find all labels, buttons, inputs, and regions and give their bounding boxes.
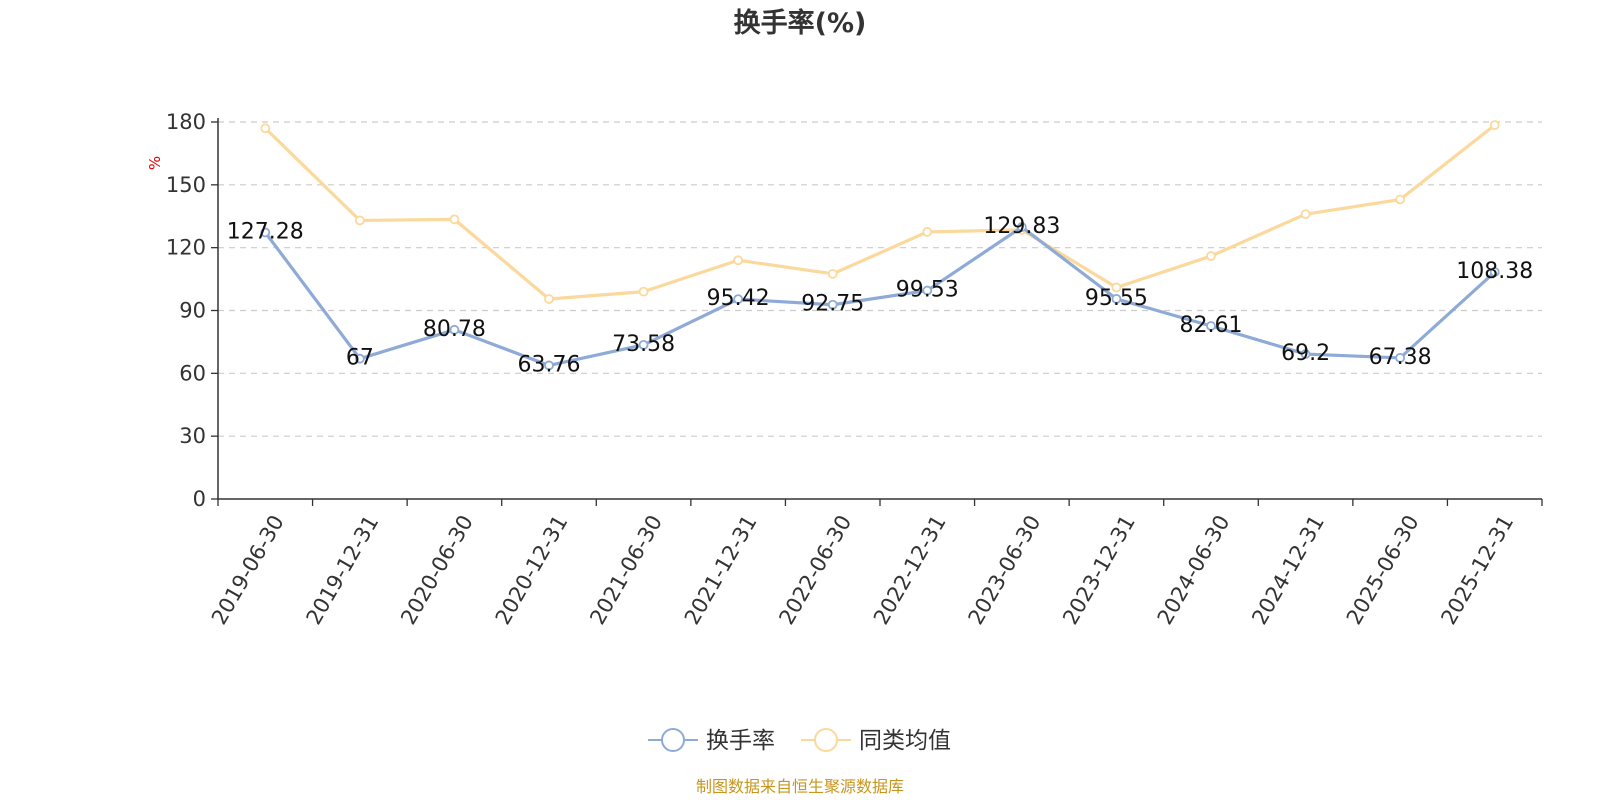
- data-label: 127.28: [227, 219, 304, 244]
- data-point: [827, 268, 838, 279]
- data-label: 73.58: [612, 332, 675, 357]
- data-point: [1016, 222, 1027, 232]
- data-point: [449, 214, 460, 225]
- data-point: [1395, 194, 1406, 205]
- data-point: [544, 294, 554, 304]
- chart-title: 换手率(%): [734, 7, 867, 39]
- data-label: 92.75: [801, 292, 864, 317]
- data-point: [260, 227, 271, 238]
- legend[interactable]: 换手率 同类均值: [648, 728, 951, 754]
- y-tick-label: 0: [193, 487, 206, 511]
- data-point: [1395, 352, 1406, 363]
- x-tick-label: 2019-12-31: [302, 511, 384, 629]
- y-tick-label: 180: [166, 110, 206, 134]
- data-point: [1489, 120, 1500, 131]
- data-point: [733, 294, 744, 305]
- x-tick-label: 2020-06-30: [396, 511, 478, 629]
- y-tick-label: 120: [166, 236, 206, 260]
- x-tick-label: 2022-12-31: [869, 511, 951, 629]
- data-point: [260, 123, 271, 134]
- data-label: 129.83: [983, 214, 1060, 239]
- x-tick-label: 2025-06-30: [1342, 511, 1424, 629]
- legend-marker: [661, 728, 685, 752]
- series-lines: [260, 120, 1500, 371]
- data-label: 95.42: [707, 286, 770, 311]
- y-axis-unit: %: [146, 156, 164, 170]
- x-tick-label: 2025-12-31: [1436, 511, 1518, 629]
- data-point: [922, 227, 933, 237]
- data-point: [1111, 293, 1122, 304]
- legend-label: 同类均值: [859, 728, 951, 754]
- data-label: 63.76: [518, 352, 581, 377]
- data-point: [1489, 267, 1500, 277]
- y-tick-label: 90: [179, 299, 206, 323]
- x-tick-label: 2024-12-31: [1247, 511, 1329, 629]
- data-label: 80.78: [423, 317, 486, 342]
- data-point: [1300, 349, 1311, 359]
- x-tick-label: 2021-12-31: [680, 511, 762, 629]
- series-line-1: [264, 123, 1496, 301]
- x-tick-label: 2021-06-30: [585, 511, 667, 629]
- x-tick-label: 2023-12-31: [1058, 511, 1140, 629]
- data-label: 99.53: [896, 278, 959, 303]
- data-point: [922, 285, 933, 296]
- data-point: [1206, 321, 1216, 331]
- legend-label: 换手率: [706, 728, 775, 754]
- data-point: [544, 360, 554, 371]
- data-point: [1300, 209, 1311, 220]
- data-point: [354, 215, 365, 226]
- data-point: [1206, 251, 1216, 261]
- legend-item-0[interactable]: 换手率: [648, 728, 775, 754]
- x-tick-label: 2022-06-30: [774, 511, 856, 629]
- data-source-note: 制图数据来自恒生聚源数据库: [696, 777, 904, 796]
- data-point: [638, 286, 649, 297]
- x-tick-label: 2019-06-30: [207, 511, 289, 629]
- data-point: [827, 299, 838, 310]
- data-point: [449, 324, 460, 335]
- data-point: [733, 255, 744, 266]
- data-label: 108.38: [1456, 259, 1533, 284]
- data-label: 69.2: [1281, 341, 1330, 366]
- data-label: 67.38: [1369, 345, 1432, 370]
- data-point: [638, 339, 649, 350]
- data-point: [1111, 282, 1122, 293]
- data-label: 82.61: [1180, 313, 1243, 338]
- legend-marker: [814, 728, 838, 752]
- y-tick-label: 30: [179, 424, 206, 448]
- series-line-0: [264, 225, 1496, 368]
- data-point: [354, 353, 365, 364]
- data-label: 67: [346, 346, 374, 371]
- y-tick-label: 60: [179, 361, 206, 385]
- x-tick-label: 2020-12-31: [491, 511, 573, 629]
- x-tick-label: 2024-06-30: [1153, 511, 1235, 629]
- legend-item-1[interactable]: 同类均值: [801, 728, 951, 754]
- x-tick-label: 2023-06-30: [964, 511, 1046, 629]
- grid-lines: [218, 121, 1542, 437]
- data-label: 95.55: [1085, 286, 1148, 311]
- y-tick-label: 150: [166, 173, 206, 197]
- data-labels: 127.28 67 80.78 63.76 73.58 95.42 92.75 99.53 12…: [227, 214, 1533, 377]
